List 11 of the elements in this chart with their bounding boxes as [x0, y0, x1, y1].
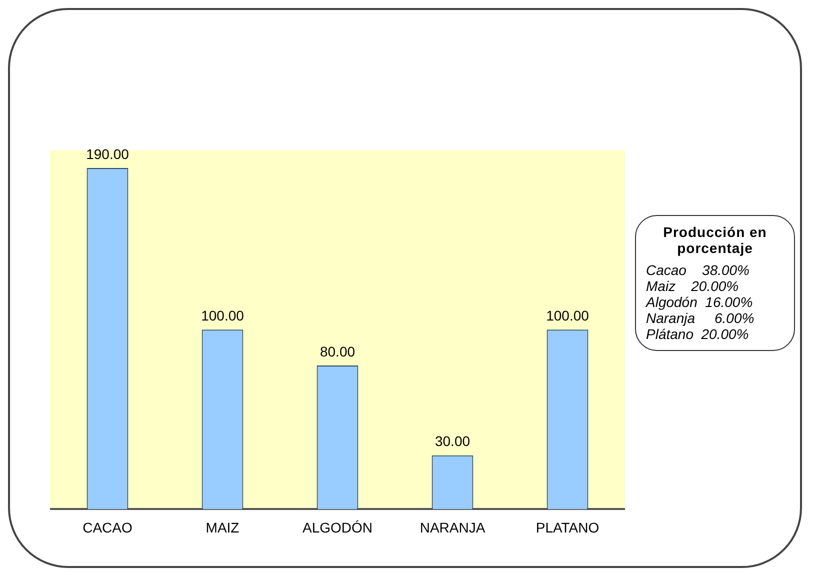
data-label: 100.00: [546, 307, 590, 324]
x-tick-label: ALGODÓN: [302, 519, 373, 536]
x-tick-label: NARANJA: [420, 519, 486, 536]
x-tick-label: PLATANO: [536, 519, 600, 536]
data-label: 190.00: [86, 146, 130, 162]
data-label: 100.00: [201, 307, 244, 324]
x-tick-label: CACAO: [82, 519, 132, 536]
legend-box: Producción en porcentaje Cacao 38.00% Maiz 20.00% Algodón 16.00% Naranja 6.00% Plátano 20.00%: [635, 215, 795, 351]
x-tick-label: MAIZ: [206, 519, 240, 536]
data-label: 30.00: [434, 433, 470, 450]
data-label: 80.00: [320, 343, 356, 360]
